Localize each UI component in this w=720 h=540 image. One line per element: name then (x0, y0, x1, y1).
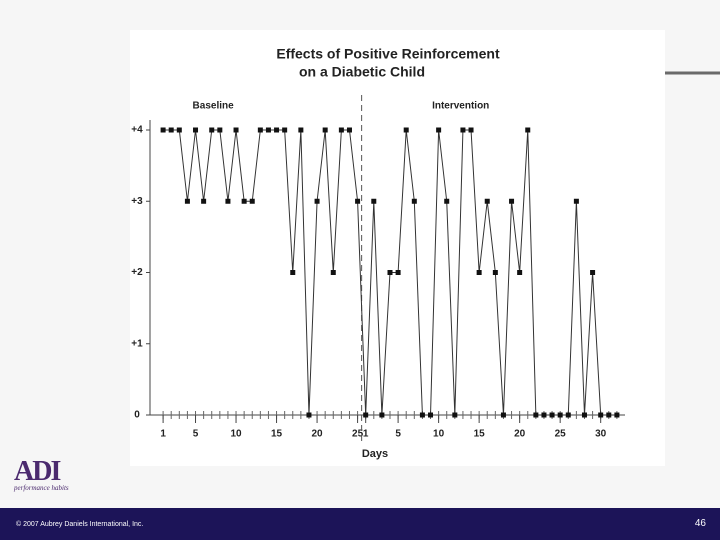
footer: © 2007 Aubrey Daniels International, Inc… (0, 508, 720, 540)
data-point (395, 270, 401, 275)
data-point (193, 127, 199, 133)
data-point (225, 198, 231, 204)
data-point (525, 127, 531, 133)
x-tick-label: 10 (433, 429, 445, 440)
data-point (541, 412, 547, 418)
x-axis-label: Days (362, 448, 388, 460)
x-tick-label: 15 (271, 429, 283, 440)
data-point (581, 412, 587, 418)
data-point (533, 412, 539, 418)
x-tick-label: 25 (352, 429, 364, 440)
x-tick-label: 1 (363, 429, 369, 440)
data-point (468, 127, 474, 133)
data-point (444, 198, 450, 204)
y-tick-label: +3 (131, 196, 143, 207)
y-tick-label: 0 (134, 410, 140, 421)
data-point (492, 270, 498, 275)
phase-label: Baseline (193, 101, 235, 112)
data-point (403, 127, 409, 133)
data-point (436, 127, 442, 133)
data-point (379, 412, 385, 418)
data-point (565, 412, 571, 418)
y-tick-label: +1 (131, 338, 143, 349)
page-number: 46 (694, 518, 706, 529)
logo-text: ADI (14, 456, 61, 487)
data-point (614, 412, 620, 418)
data-point (371, 198, 377, 204)
data-point (590, 270, 596, 275)
data-point (209, 127, 215, 133)
data-point (314, 198, 320, 204)
data-point (549, 412, 555, 418)
x-tick-label: 30 (595, 429, 607, 440)
logo-tagline: performance habits (14, 484, 69, 492)
x-tick-label: 20 (312, 429, 324, 440)
data-point (355, 198, 361, 204)
data-point (306, 412, 312, 418)
data-point (322, 127, 328, 133)
data-point (460, 127, 466, 133)
data-point (428, 412, 434, 418)
logo: ADI performance habits (14, 456, 94, 492)
x-tick-label: 1 (160, 429, 166, 440)
data-point (573, 198, 579, 204)
data-point (201, 198, 207, 204)
data-point (509, 198, 515, 204)
data-point (484, 198, 490, 204)
data-point (233, 127, 239, 133)
data-point (265, 127, 271, 133)
data-point (419, 412, 425, 418)
data-point (176, 127, 182, 133)
data-point (217, 127, 223, 133)
data-point (476, 270, 482, 275)
x-tick-label: 5 (193, 429, 199, 440)
data-point (411, 198, 417, 204)
data-point (598, 412, 604, 418)
chart-panel (130, 30, 665, 466)
data-point (606, 412, 612, 418)
data-point (274, 127, 280, 133)
data-point (282, 127, 288, 133)
data-point (338, 127, 344, 133)
phase-label: Intervention (432, 101, 489, 112)
data-point (249, 198, 255, 204)
chart-title: Effects of Positive Reinforcement (276, 46, 500, 62)
y-tick-label: +4 (131, 125, 143, 136)
data-point (241, 198, 247, 204)
data-point (330, 270, 336, 275)
y-tick-label: +2 (131, 267, 143, 278)
data-point (346, 127, 352, 133)
data-point (168, 127, 174, 133)
chart-title: on a Diabetic Child (299, 64, 425, 80)
data-point (290, 270, 296, 275)
x-tick-label: 15 (474, 429, 486, 440)
data-point (517, 270, 523, 275)
data-point (184, 198, 190, 204)
data-point (557, 412, 563, 418)
x-tick-label: 5 (395, 429, 401, 440)
data-point (363, 412, 369, 418)
x-tick-label: 25 (555, 429, 567, 440)
x-tick-label: 10 (230, 429, 242, 440)
copyright: © 2007 Aubrey Daniels International, Inc… (16, 521, 144, 528)
data-point (160, 127, 166, 133)
x-tick-label: 20 (514, 429, 526, 440)
data-point (500, 412, 506, 418)
data-point (452, 412, 458, 418)
data-point (257, 127, 263, 133)
data-point (298, 127, 304, 133)
data-point (387, 270, 393, 275)
